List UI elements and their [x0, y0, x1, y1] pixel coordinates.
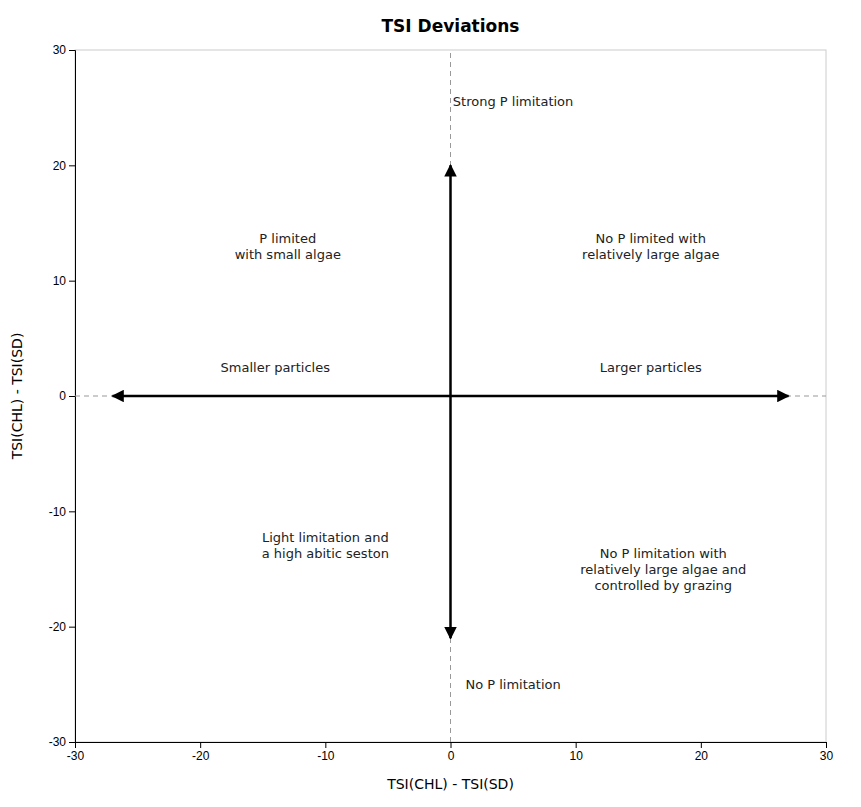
annotation: No P limited withrelatively large algae: [582, 231, 719, 262]
y-tick: -10: [49, 505, 75, 519]
x-tick-mark: [451, 742, 452, 748]
y-tick-label: 0: [59, 389, 66, 403]
x-tick: -30: [67, 742, 85, 763]
x-tick-label: -10: [317, 749, 335, 763]
y-tick: -20: [49, 620, 75, 634]
y-tick: 30: [53, 43, 75, 57]
y-tick: 10: [53, 274, 75, 288]
x-tick: -20: [192, 742, 210, 763]
y-tick-label: 20: [53, 159, 67, 173]
chart: -30 -20 -10 0 10 20 30 -30 -20 -10 0 10 20 30 Strong P…: [0, 0, 861, 807]
y-tick-mark: [69, 281, 75, 282]
plot-area: -30 -20 -10 0 10 20 30 -30 -20 -10 0 10 20 30 Strong P…: [49, 43, 834, 762]
y-tick: 20: [53, 159, 75, 173]
x-tick: 20: [695, 742, 709, 763]
y-tick-label: -30: [49, 735, 67, 749]
annotation: P limitedwith small algae: [235, 231, 341, 262]
y-tick-mark: [69, 396, 75, 397]
y-tick-label: 10: [53, 274, 67, 288]
annotation: Light limitation anda high abitic seston: [262, 530, 389, 561]
title: TSI Deviations: [382, 16, 520, 36]
x-tick-mark: [576, 742, 577, 748]
x-axis-title: TSI(CHL) - TSI(SD): [386, 776, 514, 792]
plot-frame: [75, 50, 826, 742]
y-tick-label: -20: [49, 620, 67, 634]
x-tick-label: -20: [192, 749, 210, 763]
y-axis-title: TSI(CHL) - TSI(SD): [9, 333, 25, 461]
x-tick-label: 20: [695, 749, 709, 763]
x-axis: -30 -20 -10 0 10 20 30: [67, 742, 834, 763]
double-arrow: [449, 165, 452, 638]
reference-line: [75, 396, 826, 397]
annotation: No P limitation withrelatively large alg…: [580, 546, 746, 593]
x-tick: 30: [820, 742, 834, 763]
y-tick-mark: [69, 627, 75, 628]
y-tick-label: -10: [49, 505, 67, 519]
annotation: Smaller particles: [221, 360, 331, 375]
y-tick: 0: [59, 389, 75, 403]
marks: [75, 50, 826, 742]
y-tick-mark: [69, 165, 75, 166]
y-axis: -30 -20 -10 0 10 20 30: [49, 43, 76, 749]
annotations: Strong P limitation No P limitation Smalle…: [221, 94, 747, 691]
y-tick-label: 30: [53, 43, 67, 57]
x-tick-label: 10: [569, 749, 583, 763]
x-tick-mark: [325, 742, 326, 748]
x-tick-label: 30: [820, 749, 834, 763]
y-axis-line: [69, 51, 76, 743]
x-tick: -10: [317, 742, 335, 763]
y-tick-mark: [69, 511, 75, 512]
x-tick-mark: [200, 742, 201, 748]
x-tick-label: 0: [448, 749, 455, 763]
x-tick-mark: [701, 742, 702, 748]
annotation: Larger particles: [600, 360, 702, 375]
y-tick-mark: [69, 742, 75, 743]
y-tick-mark: [69, 50, 75, 51]
double-arrow: [113, 395, 789, 398]
x-axis-line: [76, 743, 827, 749]
x-tick-label: -30: [67, 749, 85, 763]
x-tick-mark: [826, 742, 827, 748]
x-tick: 0: [448, 742, 455, 763]
annotation: No P limitation: [465, 677, 560, 692]
annotation: Strong P limitation: [453, 94, 573, 109]
y-tick: -30: [49, 735, 75, 749]
x-tick: 10: [569, 742, 583, 763]
